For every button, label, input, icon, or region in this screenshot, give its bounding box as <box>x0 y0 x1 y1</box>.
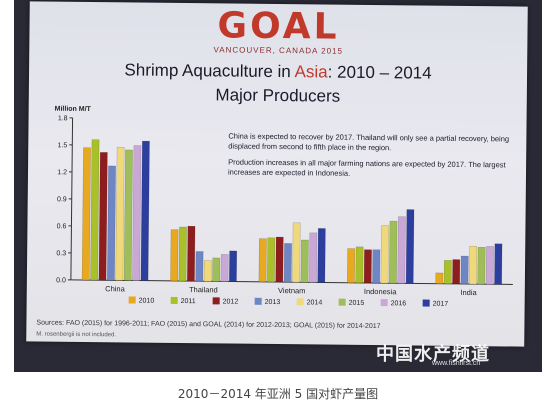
legend-label-2010: 2010 <box>139 298 155 305</box>
bar-china-2012 <box>98 152 108 281</box>
bar-india-2016 <box>485 246 494 285</box>
legend-swatch-2017 <box>422 299 430 307</box>
legend-label-2017: 2017 <box>433 301 449 308</box>
bar-indonesia-2011 <box>355 246 364 284</box>
photo-background: GOAL VANCOUVER, CANADA 2015 Shrimp Aquac… <box>14 0 542 372</box>
bar-chart: 0.0 0.3 0.6 0.9 1.2 1.5 1.8 China Thailand Vietna… <box>56 115 513 308</box>
figure-caption: 2010－2014 年亚洲 5 国对虾产量图 <box>177 387 379 401</box>
legend-label-2015: 2015 <box>349 300 365 307</box>
y-tick-label: 0.3 <box>56 250 66 257</box>
footnote: M. rosenbergii is not included. <box>36 331 117 339</box>
bar-indonesia-2012 <box>363 249 372 284</box>
y-tick-label: 1.2 <box>57 169 67 176</box>
bar-vietnam-2015 <box>300 239 309 283</box>
y-tick-label: 0.0 <box>56 277 66 284</box>
bar-india-2010 <box>435 272 444 284</box>
bar-thailand-2010 <box>170 229 179 282</box>
bar-thailand-2017 <box>229 250 238 282</box>
bar-india-2015 <box>477 246 486 285</box>
bar-india-2014 <box>469 245 478 285</box>
x-tick-label: Vietnam <box>278 286 305 295</box>
bar-indonesia-2015 <box>389 220 398 284</box>
legend-label-2013: 2013 <box>265 299 281 306</box>
bar-thailand-2015 <box>212 257 221 282</box>
bar-indonesia-2010 <box>347 248 356 284</box>
x-tick-label: Thailand <box>189 285 218 294</box>
legend-swatch-2015 <box>338 298 346 306</box>
y-tick-label: 1.5 <box>58 142 68 149</box>
bar-china-2013 <box>107 165 116 281</box>
y-tick-label: 0.6 <box>57 223 67 230</box>
watermark-url: www.fishfirst.cn <box>432 360 481 367</box>
bar-india-2012 <box>452 259 461 285</box>
bar-vietnam-2016 <box>309 232 318 283</box>
bar-thailand-2011 <box>178 226 187 282</box>
y-tick-label: 0.9 <box>57 196 67 203</box>
bar-indonesia-2013 <box>372 249 381 284</box>
bar-thailand-2016 <box>220 254 229 282</box>
legend-label-2012: 2012 <box>223 298 239 305</box>
bar-china-2010 <box>81 147 91 281</box>
x-tick-label: Indonesia <box>364 287 397 296</box>
bar-indonesia-2017 <box>405 209 415 284</box>
bar-china-2017 <box>140 140 150 281</box>
legend-swatch-2011 <box>170 296 178 304</box>
x-tick-label: India <box>460 288 477 297</box>
bar-indonesia-2014 <box>380 225 389 284</box>
bar-vietnam-2014 <box>292 222 301 283</box>
bar-vietnam-2013 <box>283 243 292 283</box>
legend-swatch-2010 <box>128 296 136 304</box>
bar-india-2017 <box>494 243 503 285</box>
bar-china-2014 <box>115 146 125 281</box>
bar-indonesia-2016 <box>397 216 406 284</box>
legend-swatch-2013 <box>254 297 262 305</box>
bar-thailand-2014 <box>203 260 212 282</box>
bar-china-2011 <box>90 139 100 281</box>
legend-swatch-2016 <box>380 299 388 307</box>
bar-vietnam-2010 <box>258 238 267 283</box>
bar-india-2013 <box>460 255 469 285</box>
legend-swatch-2014 <box>296 298 304 306</box>
bar-china-2016 <box>132 145 142 281</box>
bar-thailand-2013 <box>195 251 204 282</box>
bar-thailand-2012 <box>187 225 196 282</box>
legend-label-2016: 2016 <box>391 300 407 307</box>
bar-india-2011 <box>443 260 452 285</box>
bar-china-2015 <box>123 149 133 281</box>
bar-vietnam-2012 <box>275 236 284 283</box>
bar-vietnam-2017 <box>317 228 326 283</box>
legend-label-2011: 2011 <box>181 298 196 305</box>
x-tick-label: China <box>105 284 126 293</box>
y-tick-label: 1.8 <box>58 115 68 122</box>
legend-swatch-2012 <box>212 297 220 305</box>
bar-vietnam-2011 <box>267 237 276 283</box>
presentation-slide: GOAL VANCOUVER, CANADA 2015 Shrimp Aquac… <box>26 1 528 347</box>
watermark-text: 中国水产频道 <box>376 344 490 365</box>
legend-label-2014: 2014 <box>307 299 323 306</box>
